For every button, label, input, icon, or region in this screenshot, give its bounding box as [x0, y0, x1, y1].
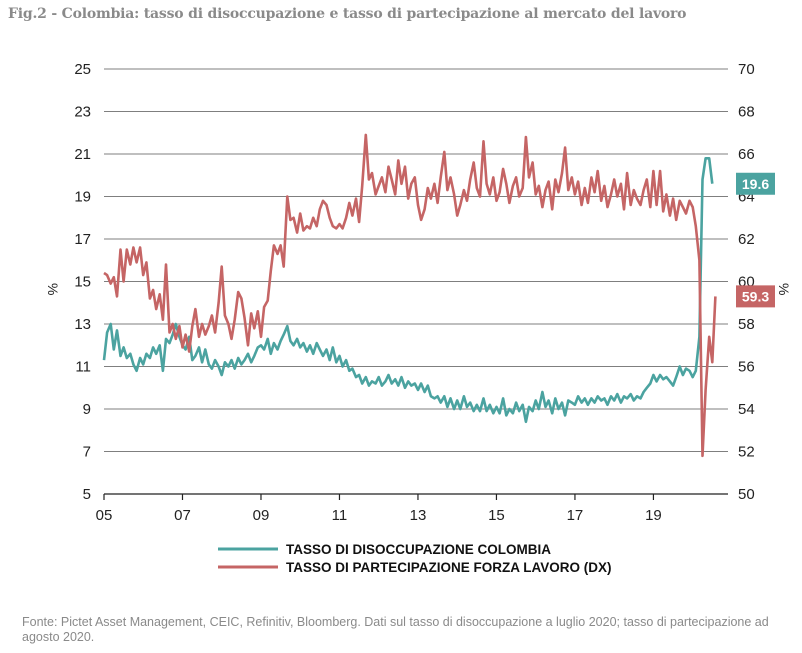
left-tick-label: 15 — [74, 274, 91, 291]
x-tick-label: 05 — [96, 507, 113, 524]
end-label-participation: 59.3 — [742, 288, 769, 304]
right-tick-label: 68 — [738, 104, 755, 121]
right-axis-label: % — [776, 283, 792, 295]
right-tick-label: 70 — [738, 61, 755, 78]
footnote: Fonte: Pictet Asset Management, CEIC, Re… — [22, 615, 769, 644]
left-tick-label: 11 — [75, 359, 91, 376]
end-label-box-unemployment — [736, 172, 775, 195]
series-lines — [102, 133, 717, 458]
right-tick-label: 54 — [738, 401, 755, 418]
left-tick-label: 13 — [74, 316, 91, 333]
chart-title: Fig.2 - Colombia: tasso di disoccupazion… — [8, 6, 687, 22]
legend: TASSO DI DISOCCUPAZIONE COLOMBIA TASSO D… — [218, 542, 612, 575]
right-tick-label: 52 — [738, 444, 755, 461]
x-tick-label: 13 — [410, 507, 427, 524]
x-tick-label: 09 — [253, 507, 270, 524]
right-tick-label: 58 — [738, 316, 755, 333]
left-tick-label: 5 — [83, 486, 91, 503]
legend-label-participation: TASSO DI PARTECIPAZIONE FORZA LAVORO (DX… — [286, 560, 612, 575]
right-tick-label: 66 — [738, 146, 755, 163]
end-value-labels: 19.6 59.3 — [736, 172, 775, 308]
x-axis: 05 07 09 11 13 15 17 19 — [96, 493, 728, 524]
x-tick-label: 07 — [174, 507, 191, 524]
left-axis-ticks: 25 23 21 19 17 15 13 11 9 7 5 — [74, 61, 91, 503]
left-tick-label: 23 — [74, 104, 91, 121]
x-tick-label: 17 — [567, 507, 584, 524]
gridlines — [104, 68, 728, 452]
right-tick-label: 62 — [738, 231, 755, 248]
right-tick-label: 50 — [738, 486, 755, 503]
left-tick-label: 21 — [74, 146, 91, 163]
left-tick-label: 7 — [83, 444, 91, 461]
left-tick-label: 17 — [74, 231, 91, 248]
series-line-participation — [103, 133, 717, 458]
x-tick-label: 11 — [332, 507, 348, 524]
left-tick-label: 19 — [74, 189, 91, 206]
left-tick-label: 25 — [74, 61, 91, 78]
right-tick-label: 56 — [738, 359, 755, 376]
left-axis-label: % — [45, 283, 61, 295]
x-tick-label: 19 — [645, 507, 662, 524]
end-label-unemployment: 19.6 — [742, 176, 769, 192]
legend-label-unemployment: TASSO DI DISOCCUPAZIONE COLOMBIA — [286, 542, 551, 557]
left-tick-label: 9 — [83, 401, 91, 418]
x-tick-label: 15 — [488, 507, 505, 524]
end-label-box-participation — [736, 285, 775, 308]
series-line-unemployment — [102, 157, 714, 424]
